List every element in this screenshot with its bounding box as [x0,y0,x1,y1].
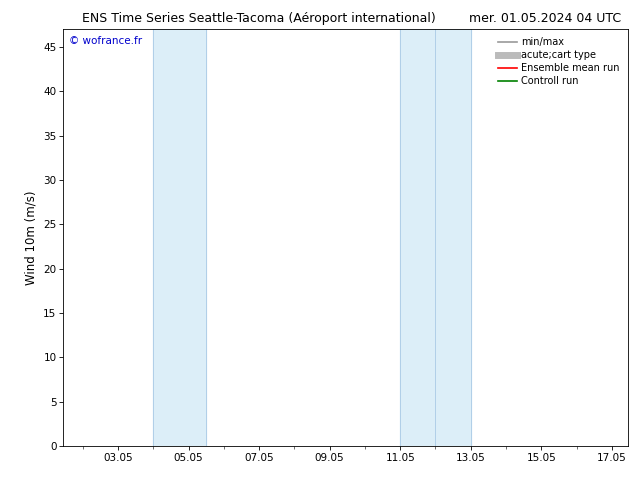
Y-axis label: Wind 10m (m/s): Wind 10m (m/s) [25,191,37,285]
Text: mer. 01.05.2024 04 UTC: mer. 01.05.2024 04 UTC [469,12,621,25]
Legend: min/max, acute;cart type, Ensemble mean run, Controll run: min/max, acute;cart type, Ensemble mean … [495,34,623,89]
Text: © wofrance.fr: © wofrance.fr [69,36,142,46]
Bar [153,29,206,446]
Bar [400,29,470,446]
Text: ENS Time Series Seattle-Tacoma (Aéroport international): ENS Time Series Seattle-Tacoma (Aéroport… [82,12,436,25]
